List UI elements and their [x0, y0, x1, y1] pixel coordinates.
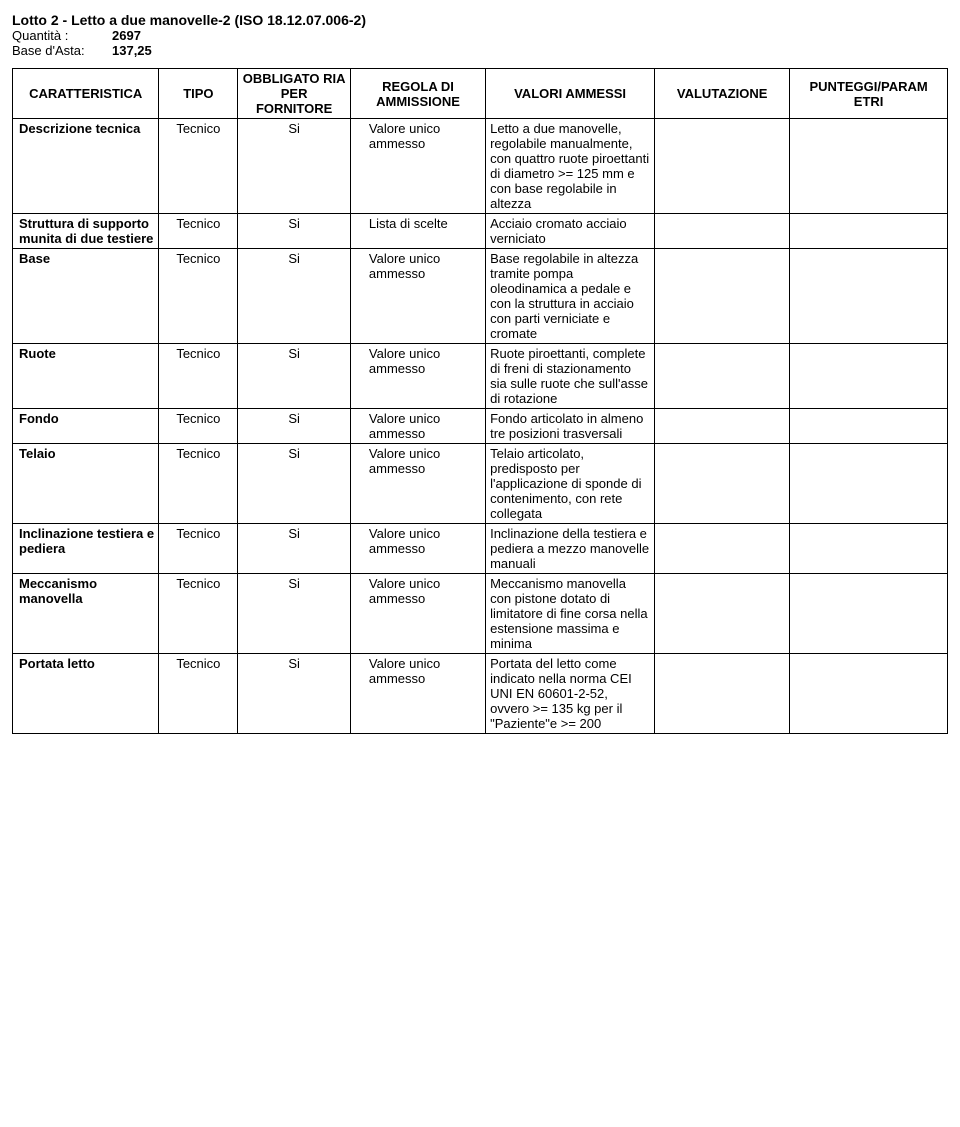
cell-valori: Fondo articolato in almeno tre posizioni…: [486, 409, 655, 444]
cell-tipo: Tecnico: [159, 249, 238, 344]
cell-valutazione: [655, 119, 790, 214]
cell-caratteristica: Ruote: [13, 344, 159, 409]
table-row: Portata lettoTecnicoSiValore unico ammes…: [13, 654, 948, 734]
cell-caratteristica: Base: [13, 249, 159, 344]
cell-regola: Valore unico ammesso: [350, 574, 485, 654]
cell-regola: Valore unico ammesso: [350, 409, 485, 444]
cell-valutazione: [655, 654, 790, 734]
cell-regola: Valore unico ammesso: [350, 654, 485, 734]
cell-tipo: Tecnico: [159, 214, 238, 249]
cell-caratteristica: Descrizione tecnica: [13, 119, 159, 214]
cell-punteggi: [790, 409, 948, 444]
lot-title: Lotto 2 - Letto a due manovelle-2 (ISO 1…: [12, 12, 948, 28]
col-valutazione: VALUTAZIONE: [655, 69, 790, 119]
cell-tipo: Tecnico: [159, 119, 238, 214]
cell-regola: Valore unico ammesso: [350, 524, 485, 574]
quantity-value: 2697: [112, 28, 141, 43]
cell-valori: Base regolabile in altezza tramite pompa…: [486, 249, 655, 344]
cell-tipo: Tecnico: [159, 524, 238, 574]
cell-caratteristica: Meccanismo manovella: [13, 574, 159, 654]
cell-regola: Lista di scelte: [350, 214, 485, 249]
col-tipo: TIPO: [159, 69, 238, 119]
cell-valutazione: [655, 444, 790, 524]
cell-obbligatoria: Si: [238, 524, 351, 574]
table-row: RuoteTecnicoSiValore unico ammessoRuote …: [13, 344, 948, 409]
cell-tipo: Tecnico: [159, 409, 238, 444]
cell-obbligatoria: Si: [238, 344, 351, 409]
cell-tipo: Tecnico: [159, 574, 238, 654]
cell-obbligatoria: Si: [238, 444, 351, 524]
cell-tipo: Tecnico: [159, 654, 238, 734]
col-regola: REGOLA DI AMMISSIONE: [350, 69, 485, 119]
cell-valori: Telaio articolato, predisposto per l'app…: [486, 444, 655, 524]
table-row: Struttura di supporto munita di due test…: [13, 214, 948, 249]
cell-regola: Valore unico ammesso: [350, 119, 485, 214]
cell-valutazione: [655, 214, 790, 249]
table-row: TelaioTecnicoSiValore unico ammessoTelai…: [13, 444, 948, 524]
cell-valutazione: [655, 409, 790, 444]
cell-valori: Meccanismo manovella con pistone dotato …: [486, 574, 655, 654]
table-body: Descrizione tecnicaTecnicoSiValore unico…: [13, 119, 948, 734]
cell-valutazione: [655, 524, 790, 574]
cell-valutazione: [655, 249, 790, 344]
quantity-row: Quantità : 2697: [12, 28, 948, 43]
cell-valori: Inclinazione della testiera e pediera a …: [486, 524, 655, 574]
col-caratteristica: CARATTERISTICA: [13, 69, 159, 119]
cell-punteggi: [790, 249, 948, 344]
cell-obbligatoria: Si: [238, 249, 351, 344]
cell-obbligatoria: Si: [238, 654, 351, 734]
base-price-row: Base d'Asta: 137,25: [12, 43, 948, 58]
table-row: BaseTecnicoSiValore unico ammessoBase re…: [13, 249, 948, 344]
cell-obbligatoria: Si: [238, 574, 351, 654]
cell-valutazione: [655, 574, 790, 654]
cell-regola: Valore unico ammesso: [350, 344, 485, 409]
cell-obbligatoria: Si: [238, 409, 351, 444]
col-valori: VALORI AMMESSI: [486, 69, 655, 119]
table-row: Inclinazione testiera e pedieraTecnicoSi…: [13, 524, 948, 574]
cell-valori: Acciaio cromato acciaio verniciato: [486, 214, 655, 249]
quantity-label: Quantità :: [12, 28, 102, 43]
table-row: Meccanismo manovellaTecnicoSiValore unic…: [13, 574, 948, 654]
cell-tipo: Tecnico: [159, 444, 238, 524]
characteristics-table: CARATTERISTICA TIPO OBBLIGATO RIA PER FO…: [12, 68, 948, 734]
lot-header: Lotto 2 - Letto a due manovelle-2 (ISO 1…: [12, 12, 948, 58]
cell-punteggi: [790, 344, 948, 409]
cell-punteggi: [790, 214, 948, 249]
table-header-row: CARATTERISTICA TIPO OBBLIGATO RIA PER FO…: [13, 69, 948, 119]
cell-regola: Valore unico ammesso: [350, 444, 485, 524]
cell-punteggi: [790, 119, 948, 214]
cell-caratteristica: Portata letto: [13, 654, 159, 734]
cell-valori: Letto a due manovelle, regolabile manual…: [486, 119, 655, 214]
cell-valutazione: [655, 344, 790, 409]
col-obbligatoria: OBBLIGATO RIA PER FORNITORE: [238, 69, 351, 119]
table-row: FondoTecnicoSiValore unico ammessoFondo …: [13, 409, 948, 444]
cell-obbligatoria: Si: [238, 119, 351, 214]
cell-caratteristica: Telaio: [13, 444, 159, 524]
cell-valori: Portata del letto come indicato nella no…: [486, 654, 655, 734]
base-price-label: Base d'Asta:: [12, 43, 102, 58]
base-price-value: 137,25: [112, 43, 152, 58]
cell-punteggi: [790, 444, 948, 524]
col-punteggi: PUNTEGGI/PARAM ETRI: [790, 69, 948, 119]
cell-caratteristica: Inclinazione testiera e pediera: [13, 524, 159, 574]
cell-tipo: Tecnico: [159, 344, 238, 409]
cell-caratteristica: Fondo: [13, 409, 159, 444]
cell-punteggi: [790, 574, 948, 654]
cell-regola: Valore unico ammesso: [350, 249, 485, 344]
cell-obbligatoria: Si: [238, 214, 351, 249]
cell-valori: Ruote piroettanti, complete di freni di …: [486, 344, 655, 409]
cell-punteggi: [790, 524, 948, 574]
cell-caratteristica: Struttura di supporto munita di due test…: [13, 214, 159, 249]
cell-punteggi: [790, 654, 948, 734]
table-row: Descrizione tecnicaTecnicoSiValore unico…: [13, 119, 948, 214]
